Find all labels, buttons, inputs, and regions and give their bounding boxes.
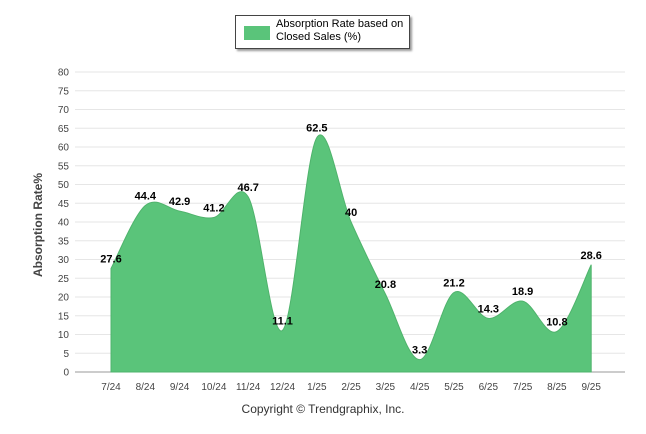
y-tick-label: 80: [58, 68, 70, 79]
data-label: 44.4: [135, 191, 157, 203]
y-tick-label: 5: [63, 349, 69, 360]
copyright-text: Copyright © Trendgraphix, Inc.: [241, 402, 405, 416]
data-label: 10.8: [546, 317, 567, 329]
y-tick-label: 25: [58, 274, 70, 285]
data-labels: 27.6 44.4 42.9 41.2 46.7 11.1 62.5 40 20.8 3.3 21.…: [100, 123, 602, 357]
data-label: 21.2: [443, 278, 464, 290]
legend: Absorption Rate based on Closed Sales (%…: [235, 15, 410, 49]
legend-swatch: [244, 26, 270, 40]
data-label: 14.3: [478, 303, 499, 315]
x-tick-label: 8/25: [547, 382, 567, 393]
y-tick-label: 55: [58, 161, 70, 172]
y-tick-label: 75: [58, 86, 70, 97]
data-label: 27.6: [100, 254, 121, 266]
y-tick-label: 20: [58, 293, 70, 304]
y-tick-label: 35: [58, 236, 70, 247]
y-tick-label: 30: [58, 255, 70, 266]
data-label: 28.6: [580, 250, 601, 262]
series-area: [110, 134, 592, 373]
x-tick-label: 12/24: [270, 382, 295, 393]
y-tick-label: 70: [58, 105, 70, 116]
data-label: 46.7: [237, 182, 258, 194]
x-tick-label: 9/25: [581, 382, 601, 393]
x-tick-label: 3/25: [376, 382, 396, 393]
x-tick-label: 8/24: [136, 382, 156, 393]
data-label: 20.8: [375, 279, 396, 291]
y-axis-ticks: 0 5 10 15 20 25 30 35 40 45 50 55 60 65 70 75 80: [58, 68, 70, 379]
x-tick-label: 2/25: [341, 382, 361, 393]
y-tick-label: 10: [58, 330, 70, 341]
data-label: 62.5: [306, 123, 327, 135]
legend-label: Absorption Rate based on Closed Sales (%…: [276, 18, 404, 43]
x-tick-label: 6/25: [479, 382, 499, 393]
data-label: 18.9: [512, 286, 533, 298]
y-tick-label: 15: [58, 311, 70, 322]
y-tick-label: 60: [58, 143, 70, 154]
x-tick-label: 5/25: [444, 382, 464, 393]
data-label: 3.3: [412, 345, 427, 357]
x-tick-label: 7/25: [513, 382, 533, 393]
x-tick-label: 9/24: [170, 382, 190, 393]
y-axis-label: Absorption Rate%: [31, 173, 45, 277]
x-tick-label: 10/24: [201, 382, 226, 393]
y-tick-label: 40: [58, 218, 70, 229]
series-area-path: [110, 134, 592, 373]
y-tick-label: 65: [58, 124, 70, 135]
data-label: 11.1: [272, 315, 293, 327]
x-tick-label: 7/24: [101, 382, 121, 393]
x-tick-label: 11/24: [236, 382, 261, 393]
data-label: 40: [345, 207, 357, 219]
y-tick-label: 45: [58, 199, 70, 210]
data-label: 41.2: [203, 203, 224, 215]
y-tick-label: 50: [58, 180, 70, 191]
x-tick-label: 1/25: [307, 382, 327, 393]
data-label: 42.9: [169, 196, 190, 208]
x-tick-label: 4/25: [410, 382, 430, 393]
y-tick-label: 0: [63, 368, 69, 379]
x-axis-ticks: 7/24 8/24 9/24 10/24 11/24 12/24 1/25 2/25 3/25 4…: [101, 382, 601, 393]
